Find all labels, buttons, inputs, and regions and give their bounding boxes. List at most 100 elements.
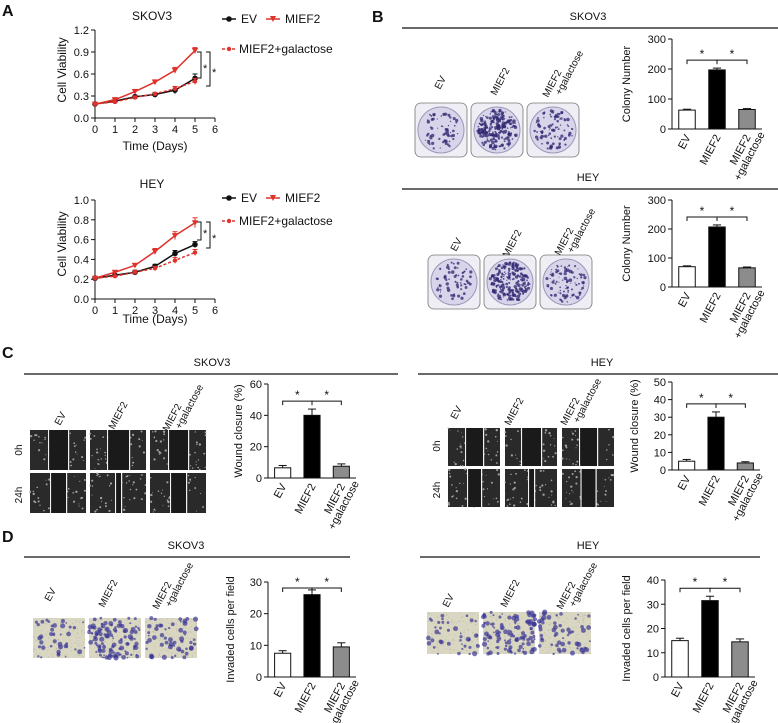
cell-speck [462, 459, 465, 462]
cell-speck [612, 435, 615, 439]
invaded-cell [52, 639, 57, 644]
colony-dot [503, 147, 506, 150]
membrane-pore [451, 639, 453, 641]
image-label-ev: EV [449, 236, 465, 253]
colony-dot [494, 112, 497, 116]
colony-dot [452, 129, 455, 133]
membrane-pore [33, 637, 35, 639]
membrane-pore [70, 634, 72, 636]
colony-dot [469, 270, 473, 274]
cell-speck [459, 445, 462, 448]
membrane-pore [78, 645, 80, 647]
sig-star: * [295, 575, 300, 589]
cell-speck [203, 452, 206, 455]
colony-dot [570, 297, 572, 299]
invaded-cell [426, 635, 431, 641]
invaded-cell [111, 644, 115, 649]
invaded-cell [100, 642, 104, 646]
cell-speck [153, 436, 156, 439]
cell-speck [488, 503, 490, 505]
colony-dot [488, 116, 492, 120]
membrane-pore [516, 653, 518, 655]
colony-dot [508, 116, 511, 119]
invaded-cell [118, 639, 123, 645]
wound-gap [580, 428, 597, 466]
bar-1 [701, 600, 719, 678]
data-point [191, 48, 199, 54]
membrane-pore [70, 647, 72, 648]
colony-dot [518, 292, 522, 296]
membrane-pore [160, 650, 162, 651]
cell-speck [152, 491, 154, 493]
y-axis-label: Wound closure (%) [629, 379, 641, 472]
membrane-pore [450, 651, 452, 653]
y-tick-label: 0.3 [74, 91, 89, 103]
membrane-pore [460, 650, 462, 652]
cell-speck [454, 462, 457, 466]
membrane-pore [67, 657, 69, 658]
membrane-pore [580, 632, 582, 634]
category-label-1: MIEF2 [698, 133, 724, 167]
colony-dot [564, 267, 568, 271]
cell-speck [553, 445, 556, 447]
invaded-cell [483, 614, 487, 619]
invaded-cell [189, 640, 193, 645]
membrane-pore [112, 618, 114, 620]
colony-dot [503, 140, 506, 143]
bar-2 [731, 641, 749, 678]
cell-speck [100, 500, 103, 502]
cell-speck [484, 428, 487, 431]
colony-dot [551, 280, 555, 284]
colony-dot [501, 121, 506, 125]
invaded-cell [503, 629, 509, 635]
membrane-pore [35, 653, 37, 655]
invaded-cell [459, 632, 462, 635]
colony-dot [494, 289, 497, 292]
membrane-pore [171, 654, 172, 656]
membrane-pore [427, 620, 429, 622]
colony-dot [503, 138, 505, 140]
invaded-cell [430, 638, 435, 643]
image-label-ev: EV [441, 592, 457, 609]
membrane-pore [74, 642, 76, 644]
colony-dot [449, 131, 452, 134]
invaded-cell [129, 629, 135, 635]
colony-dot [566, 301, 568, 303]
colony-dot [578, 273, 581, 276]
membrane-pore [47, 647, 49, 649]
colony-dot [546, 283, 550, 287]
membrane-pore [436, 643, 438, 645]
invaded-cell [87, 630, 92, 635]
invaded-cell [555, 614, 558, 617]
membrane-pore [501, 650, 503, 652]
cell-speck [487, 453, 490, 456]
cell-speck [189, 478, 192, 481]
invaded-cell [103, 620, 108, 626]
membrane-pore [55, 649, 57, 650]
membrane-pore [448, 625, 450, 627]
membrane-pore [149, 620, 150, 622]
sig-bracket-inner [197, 51, 202, 79]
colony-dot [516, 294, 521, 299]
image-label-mief2-galactose: MIEF2+galactose [151, 556, 196, 616]
colony-dot [445, 132, 450, 136]
cell-speck [569, 501, 571, 503]
membrane-pore [145, 630, 146, 632]
colony-dot [437, 286, 439, 289]
membrane-pore [133, 650, 135, 652]
membrane-pore [105, 618, 107, 620]
membrane-pore [196, 624, 198, 626]
membrane-pore [472, 641, 474, 642]
cell-speck [69, 432, 72, 435]
cell-speck [486, 488, 489, 490]
cell-speck [74, 475, 75, 477]
colony-dot [563, 118, 565, 120]
invaded-cell [501, 613, 504, 615]
invaded-cell [503, 647, 507, 651]
membrane-pore [548, 629, 549, 631]
membrane-pore [496, 618, 498, 620]
colony-dot [563, 271, 567, 276]
membrane-pore [80, 631, 82, 633]
chart-title-hey: HEY [140, 177, 165, 191]
